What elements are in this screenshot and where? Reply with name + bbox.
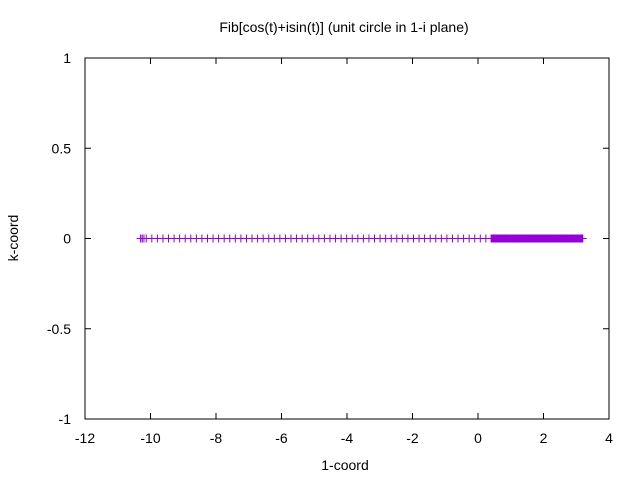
x-tick-label: -6 bbox=[275, 430, 288, 446]
x-tick-label: -8 bbox=[210, 430, 223, 446]
x-tick-label: 2 bbox=[540, 430, 548, 446]
y-tick-labels: 1 0.5 0 -0.5 -1 bbox=[47, 50, 71, 427]
x-tick-label: -2 bbox=[406, 430, 419, 446]
y-tick-label: 0.5 bbox=[52, 140, 72, 156]
data-point bbox=[578, 234, 587, 243]
y-tick-label: 1 bbox=[63, 50, 71, 66]
data-point bbox=[139, 234, 148, 243]
y-tick-label: 0 bbox=[63, 231, 71, 247]
x-tick-label: -10 bbox=[140, 430, 160, 446]
y-axis-label: k-coord bbox=[5, 215, 21, 262]
x-tick-labels: -12 -10 -8 -6 -4 -2 0 2 4 bbox=[75, 430, 613, 446]
x-tick-label: 4 bbox=[605, 430, 613, 446]
y-tick-label: -0.5 bbox=[47, 321, 71, 337]
data-series bbox=[136, 234, 587, 243]
x-tick-label: 0 bbox=[474, 430, 482, 446]
chart-title: Fib[cos(t)+isin(t)] (unit circle in 1-i … bbox=[219, 19, 468, 35]
y-tick-label: -1 bbox=[59, 411, 72, 427]
x-tick-label: -4 bbox=[341, 430, 354, 446]
x-axis-label: 1-coord bbox=[321, 457, 368, 473]
x-tick-label: -12 bbox=[75, 430, 95, 446]
axis-ticks bbox=[84, 57, 610, 420]
